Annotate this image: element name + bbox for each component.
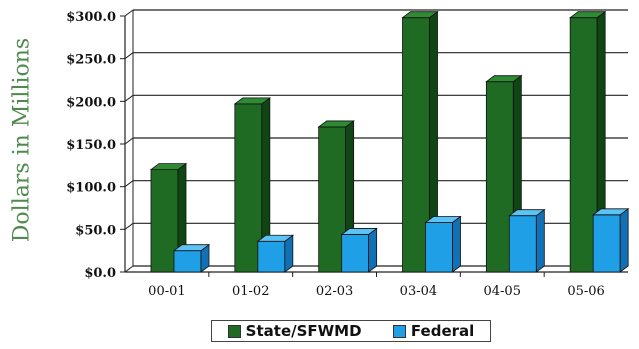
bar-state <box>150 169 179 273</box>
y-tick-label: $0.0 <box>84 266 116 281</box>
gridline-depth <box>124 52 134 60</box>
bar-federal-top <box>172 244 211 252</box>
bar-state <box>485 81 514 273</box>
x-tick-label: 00-01 <box>148 284 185 299</box>
bar-state-top <box>485 75 523 83</box>
bar-state-top <box>568 11 607 19</box>
bar-federal-top <box>424 216 462 223</box>
gridline-depth <box>124 222 134 230</box>
bar-federal-top <box>256 234 295 242</box>
bar-federal <box>592 214 621 273</box>
bar-state <box>402 17 430 273</box>
bar-federal <box>257 240 286 273</box>
y-tick-label: $150.0 <box>66 138 116 153</box>
legend-label-federal: Federal <box>410 322 475 340</box>
legend: State/SFWMD Federal <box>211 320 491 342</box>
bar-state-top <box>149 163 188 171</box>
y-tick-label: $200.0 <box>66 95 116 110</box>
bar-federal-side <box>619 208 629 273</box>
x-tick-label: 05-06 <box>567 284 604 299</box>
bar-state <box>318 126 347 273</box>
x-tick-label: 04-05 <box>484 284 521 299</box>
x-tick-label: 01-02 <box>232 284 269 299</box>
bar-federal-top <box>340 228 378 235</box>
x-tick-label: 03-04 <box>400 284 437 299</box>
bar-federal-side <box>535 208 545 273</box>
bar-federal <box>508 215 537 273</box>
gridline-depth <box>124 180 134 188</box>
bar-federal-side <box>452 215 461 273</box>
bar-federal <box>425 222 453 273</box>
y-tick-label: $50.0 <box>75 223 116 238</box>
bar-chart: $0.0 $50.0 $100.0 $150.0 $200.0 $250.0 $300.0 0… <box>66 9 630 299</box>
legend-swatch-state <box>227 324 241 338</box>
x-tick-label: 02-03 <box>316 284 353 299</box>
legend-item-state: State/SFWMD <box>227 322 362 340</box>
bar-state-top <box>317 120 355 128</box>
y-tick-label: $100.0 <box>66 181 116 196</box>
gridline-depth <box>124 137 134 145</box>
bar-state-top <box>233 97 272 105</box>
gridline-depth <box>124 94 134 102</box>
gridline-depth <box>124 265 134 273</box>
bar-state-top <box>401 11 439 19</box>
legend-label-state: State/SFWMD <box>245 322 362 340</box>
bar-state <box>569 17 598 273</box>
legend-swatch-federal <box>392 324 406 338</box>
bar-federal-side <box>368 227 378 273</box>
y-tick-label: $300.0 <box>66 10 116 25</box>
bar-federal <box>341 234 370 273</box>
bar-federal-top <box>508 209 546 217</box>
bar-federal-top <box>591 208 630 216</box>
y-tick-label: $250.0 <box>66 53 116 68</box>
gridline-depth <box>124 9 134 17</box>
legend-item-federal: Federal <box>392 322 475 340</box>
bar-federal <box>173 250 202 273</box>
